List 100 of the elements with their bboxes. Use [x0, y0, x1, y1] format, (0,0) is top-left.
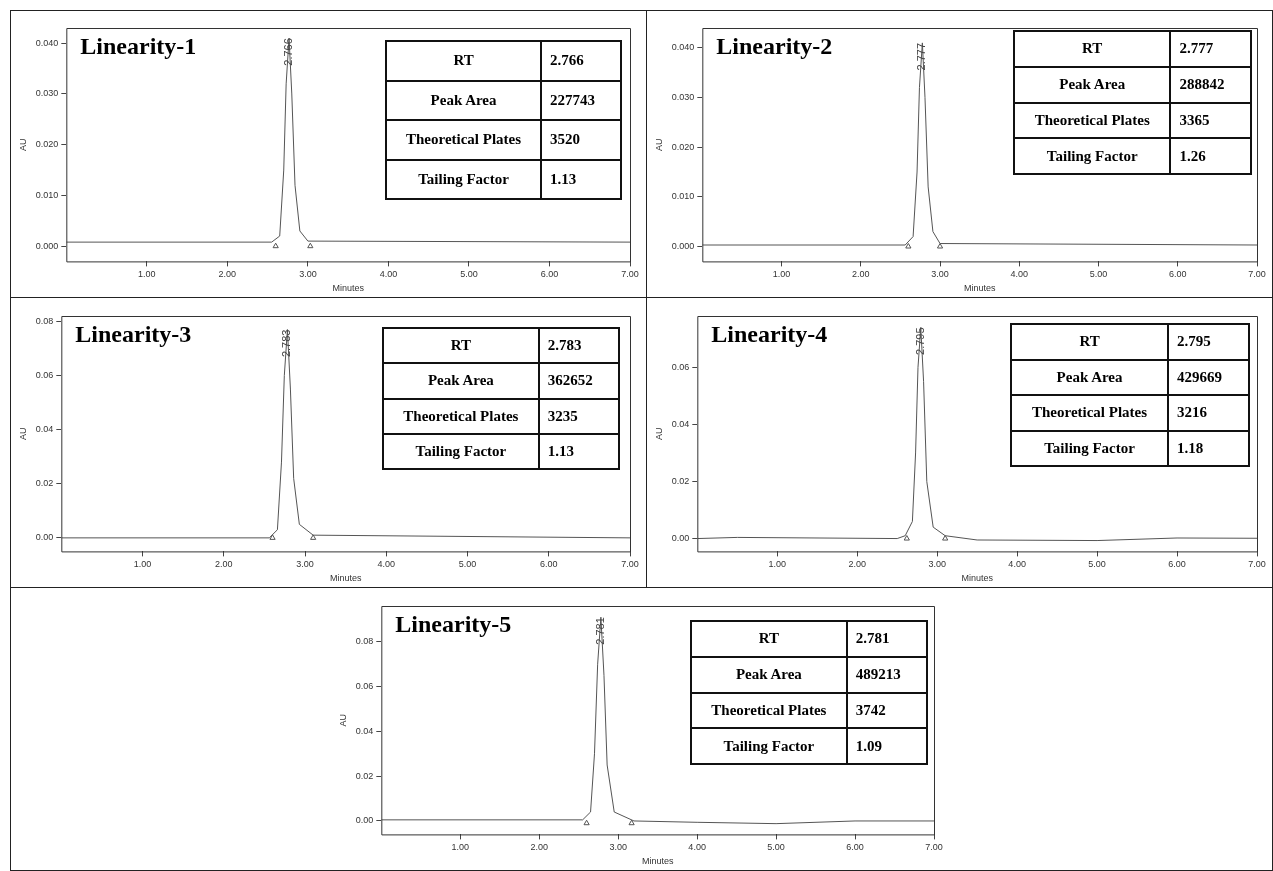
annotation: Tailing Factor — [383, 433, 539, 469]
y-tick-label: 0.02 — [355, 770, 374, 781]
chart-title: Linearity-5 — [395, 611, 512, 638]
annotation: 2.781 — [593, 617, 606, 645]
y-tick-label: 0.020 — [35, 139, 59, 150]
annotation: 1.13 — [538, 433, 619, 469]
y-tick-label: 0.08 — [355, 636, 374, 647]
annotation: RT — [386, 41, 542, 81]
x-tick-label: 7.00 — [621, 559, 639, 570]
y-tick-label: 0.04 — [35, 424, 54, 435]
y-tick-label: 0.00 — [35, 532, 54, 543]
annotation: 2.781 — [846, 621, 927, 657]
annotation: 2.795 — [913, 327, 926, 355]
y-tick-label: 0.02 — [671, 475, 690, 486]
x-axis-title: Minutes — [332, 283, 365, 294]
x-tick-label: 3.00 — [928, 559, 946, 570]
x-tick-label: 2.00 — [852, 269, 870, 280]
y-tick-label: 0.00 — [355, 815, 374, 826]
chart-title: Linearity-4 — [711, 321, 828, 348]
y-axis-title: AU — [337, 713, 348, 727]
x-axis-title: Minutes — [641, 856, 674, 867]
annotation: RT — [383, 328, 539, 364]
annotation: 2.766 — [541, 41, 621, 81]
y-axis-title: AU — [653, 138, 664, 151]
annotation: Theoretical Plates — [383, 398, 539, 434]
y-axis-title: AU — [17, 427, 28, 440]
y-tick-label: 0.02 — [35, 478, 54, 489]
y-tick-label: 0.020 — [671, 141, 695, 152]
x-tick-label: 1.00 — [768, 559, 787, 570]
annotation: 3365 — [1170, 102, 1251, 139]
annotation: 2.777 — [1170, 31, 1251, 67]
x-axis-title: Minutes — [329, 573, 362, 584]
x-tick-label: 4.00 — [1008, 559, 1026, 570]
y-tick-label: 0.06 — [35, 370, 54, 381]
x-tick-label: 5.00 — [460, 269, 478, 280]
x-tick-label: 6.00 — [540, 269, 559, 280]
x-tick-label: 2.00 — [215, 559, 233, 570]
annotation: Peak Area — [1011, 359, 1169, 395]
x-tick-label: 2.00 — [218, 269, 237, 280]
y-tick-label: 0.030 — [35, 88, 59, 99]
chart-title: Linearity-1 — [80, 33, 197, 60]
annotation: Tailing Factor — [1011, 430, 1169, 466]
annotation: Tailing Factor — [1014, 138, 1171, 174]
annotation: Peak Area — [383, 363, 539, 399]
x-tick-label: 4.00 — [377, 559, 396, 570]
annotation: Tailing Factor — [691, 728, 847, 764]
y-tick-label: 0.030 — [671, 92, 695, 103]
annotation: Theoretical Plates — [1011, 395, 1169, 431]
annotation: RT — [691, 621, 847, 657]
annotation: Theoretical Plates — [1014, 102, 1171, 139]
x-tick-label: 6.00 — [846, 842, 864, 853]
x-tick-label: 7.00 — [925, 842, 943, 853]
x-tick-label: 2.00 — [848, 559, 866, 570]
annotation: 3235 — [538, 398, 619, 434]
x-tick-label: 1.00 — [772, 269, 791, 280]
annotation: 362652 — [538, 363, 619, 399]
x-tick-label: 4.00 — [379, 269, 398, 280]
annotation: 288842 — [1170, 66, 1251, 103]
y-tick-label: 0.06 — [671, 361, 690, 372]
x-axis-title: Minutes — [961, 573, 994, 584]
y-tick-label: 0.04 — [671, 418, 690, 429]
x-tick-label: 5.00 — [458, 559, 477, 570]
annotation: 2.777 — [915, 42, 928, 71]
annotation: 1.09 — [846, 728, 927, 764]
y-tick-label: 0.040 — [35, 37, 59, 48]
y-tick-label: 0.06 — [355, 681, 374, 692]
annotation: Theoretical Plates — [386, 120, 542, 160]
annotation: 1.26 — [1170, 138, 1251, 174]
x-tick-label: 1.00 — [451, 842, 470, 853]
x-tick-label: 6.00 — [539, 559, 558, 570]
x-tick-label: 5.00 — [1088, 559, 1106, 570]
x-tick-label: 3.00 — [299, 269, 317, 280]
x-tick-label: 5.00 — [767, 842, 785, 853]
annotation: 1.18 — [1168, 430, 1249, 466]
y-tick-label: 0.000 — [671, 240, 695, 251]
x-tick-label: 5.00 — [1089, 269, 1108, 280]
x-tick-label: 7.00 — [1248, 559, 1266, 570]
y-axis-title: AU — [653, 427, 664, 440]
annotation: Peak Area — [1014, 66, 1171, 103]
y-tick-label: 0.08 — [35, 315, 54, 326]
x-tick-label: 6.00 — [1168, 269, 1187, 280]
annotation: 2.783 — [280, 329, 293, 358]
y-tick-label: 0.040 — [671, 42, 695, 53]
y-tick-label: 0.04 — [355, 725, 374, 736]
annotation: Theoretical Plates — [691, 692, 847, 729]
annotation: 3742 — [846, 692, 927, 729]
x-tick-label: 7.00 — [1248, 269, 1266, 280]
x-tick-label: 3.00 — [296, 559, 314, 570]
x-axis-title: Minutes — [963, 283, 996, 294]
annotation: 2.795 — [1168, 324, 1249, 360]
y-tick-label: 0.00 — [671, 533, 690, 544]
annotation: 3216 — [1168, 395, 1249, 431]
y-tick-label: 0.010 — [671, 191, 695, 202]
x-tick-label: 1.00 — [138, 269, 156, 280]
x-tick-label: 4.00 — [1010, 269, 1029, 280]
y-axis-title: AU — [17, 138, 28, 151]
annotation: 3520 — [541, 120, 621, 160]
annotation: RT — [1011, 324, 1169, 360]
y-tick-label: 0.010 — [35, 189, 59, 200]
x-tick-label: 6.00 — [1168, 559, 1186, 570]
